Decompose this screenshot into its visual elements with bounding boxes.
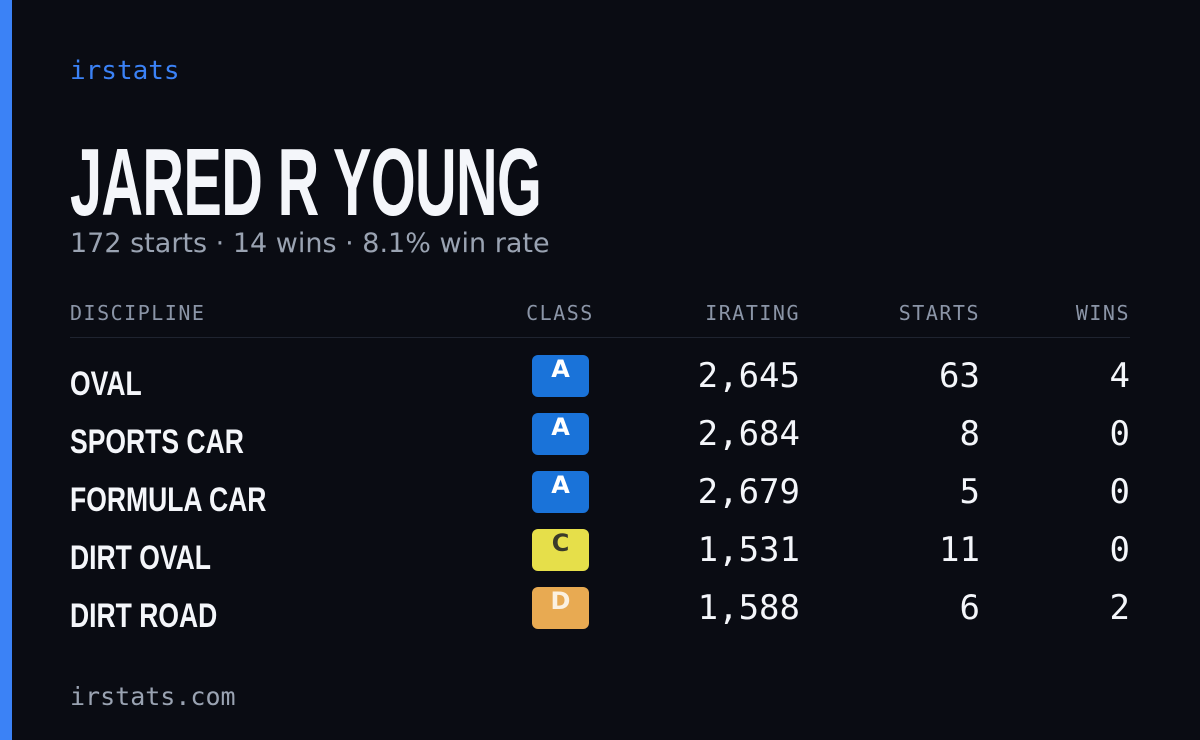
irating-value: 2,645 xyxy=(697,356,800,396)
discipline: FORMULA CAR xyxy=(70,481,267,519)
accent-bar xyxy=(0,0,12,740)
starts-value: 63 xyxy=(939,356,980,396)
summary: 172 starts · 14 wins · 8.1% win rate xyxy=(70,228,550,259)
column-header: STARTS xyxy=(898,301,980,325)
column-header: WINS xyxy=(1075,301,1130,325)
brand: irstats xyxy=(70,56,180,86)
starts-value: 8 xyxy=(959,414,980,454)
wins-value: 0 xyxy=(1109,472,1130,512)
footer-site: irstats.com xyxy=(70,682,236,711)
header-rule xyxy=(70,337,1130,338)
class-badge: A xyxy=(532,413,589,455)
irating-value: 2,684 xyxy=(697,414,800,454)
class-badge: C xyxy=(532,529,589,571)
irating-value: 1,531 xyxy=(697,530,800,570)
class-badge: A xyxy=(532,471,589,513)
class-badge: A xyxy=(532,355,589,397)
wins-value: 4 xyxy=(1109,356,1130,396)
class-badge: D xyxy=(532,587,589,629)
column-header: DISCIPLINE xyxy=(70,301,206,325)
discipline: OVAL xyxy=(70,365,142,403)
discipline: DIRT ROAD xyxy=(70,597,218,635)
column-header: IRATING xyxy=(705,301,800,325)
wins-value: 0 xyxy=(1109,414,1130,454)
wins-value: 0 xyxy=(1109,530,1130,570)
discipline: DIRT OVAL xyxy=(70,539,211,577)
wins-value: 2 xyxy=(1109,588,1130,628)
column-header: CLASS xyxy=(526,301,594,325)
starts-value: 11 xyxy=(939,530,980,570)
starts-value: 6 xyxy=(959,588,980,628)
discipline: SPORTS CAR xyxy=(70,423,244,461)
driver-name: JARED R YOUNG xyxy=(70,129,542,236)
irating-value: 2,679 xyxy=(697,472,800,512)
starts-value: 5 xyxy=(959,472,980,512)
irating-value: 1,588 xyxy=(697,588,800,628)
